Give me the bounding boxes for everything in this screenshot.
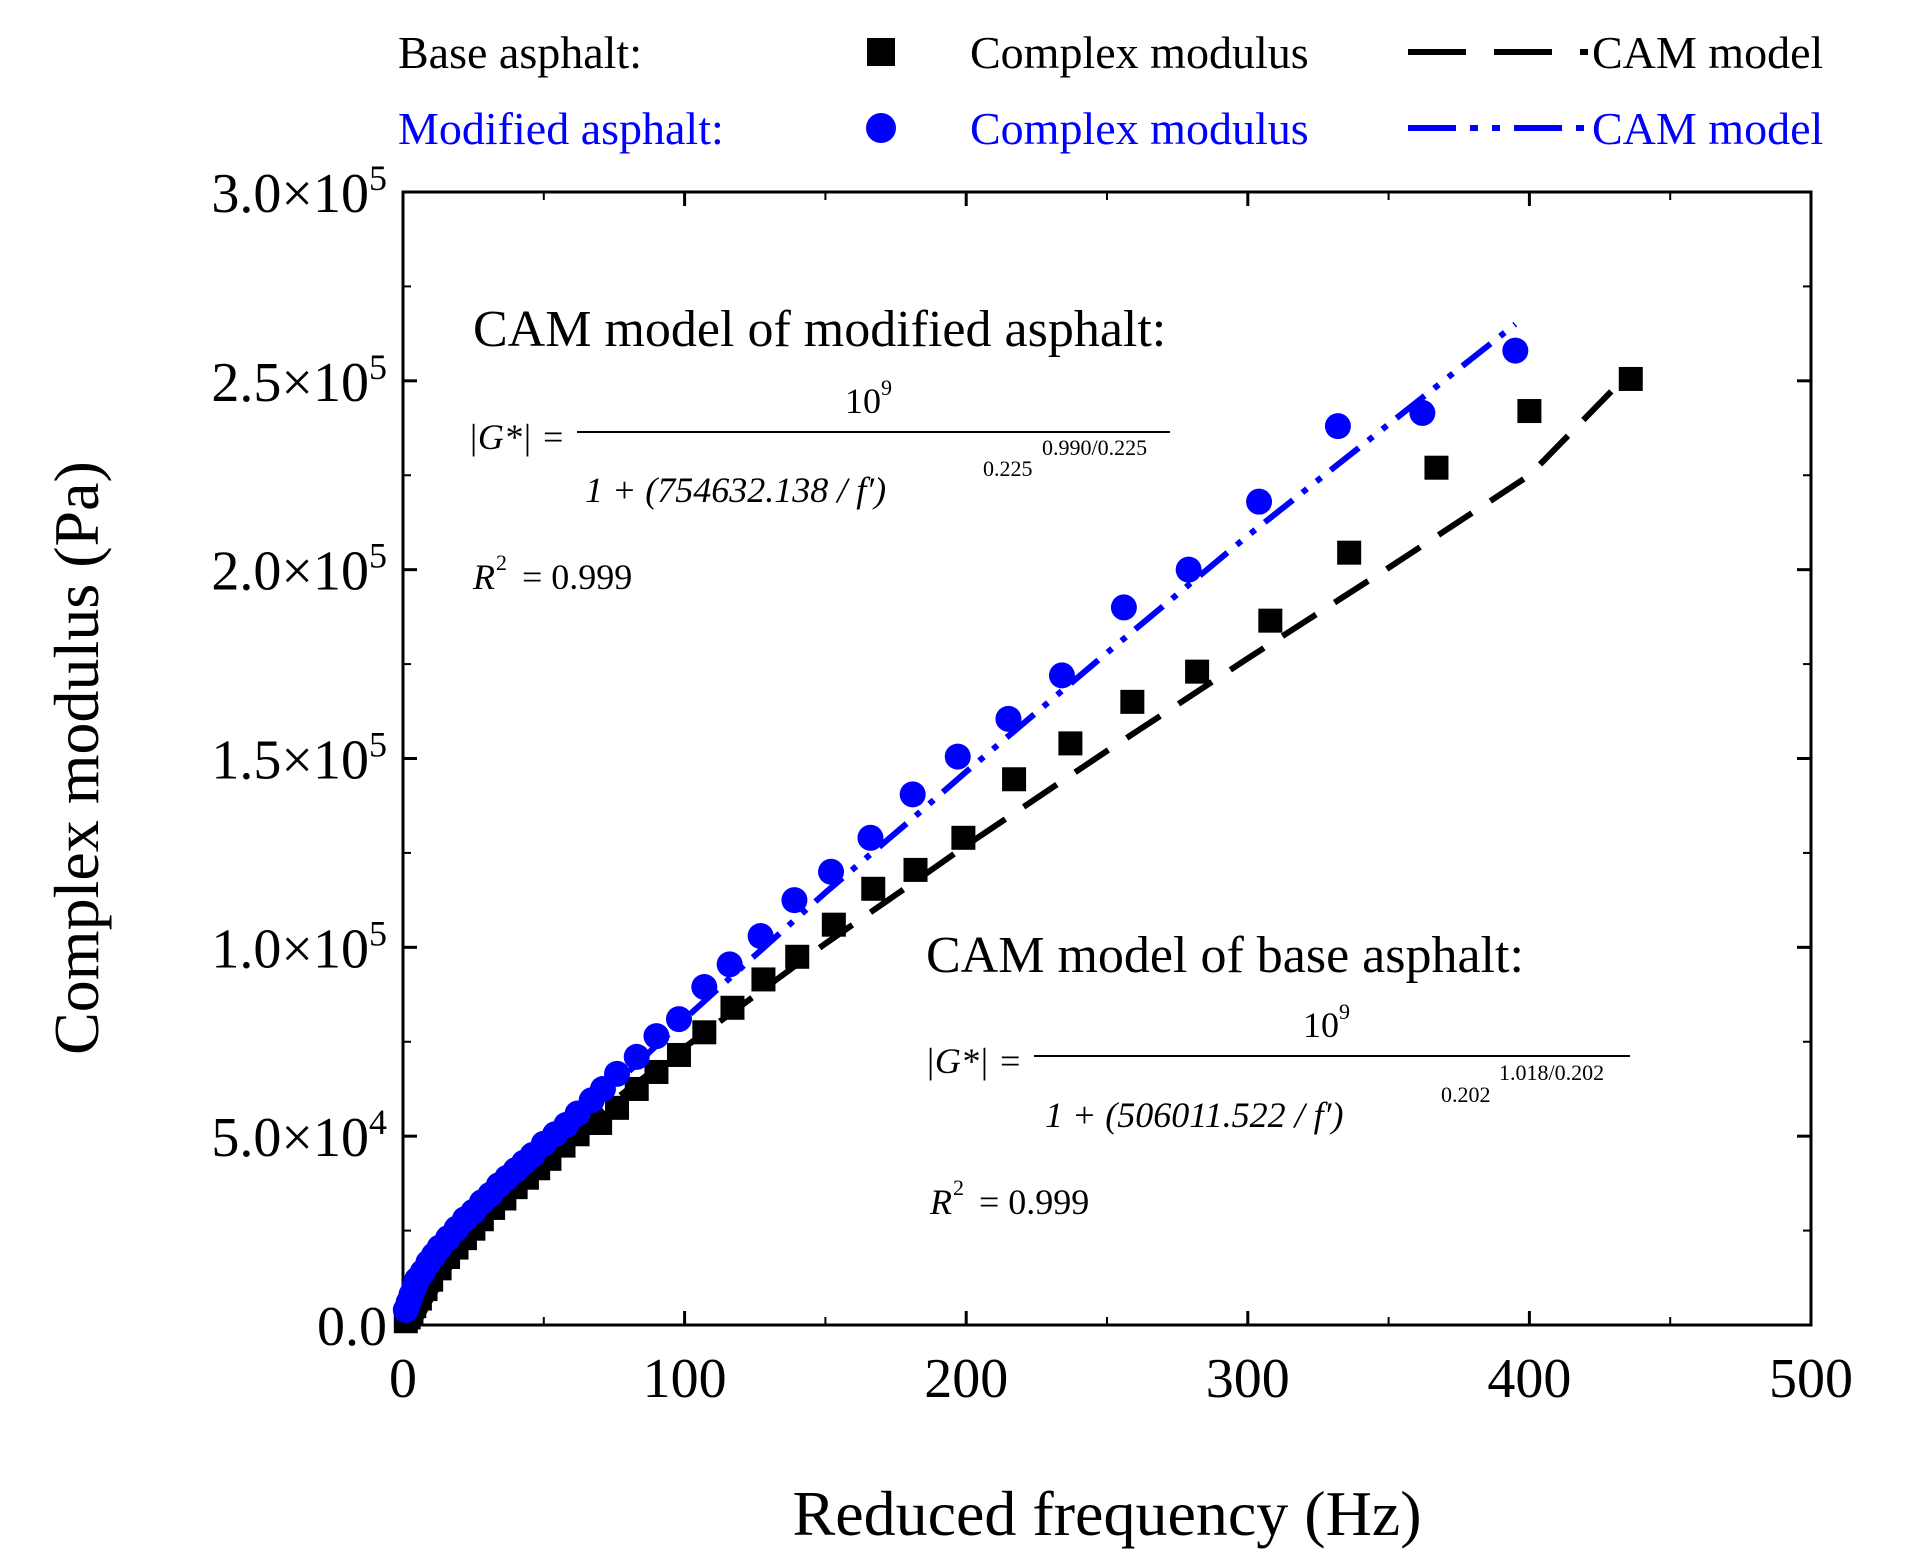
x-axis-title: Reduced frequency (Hz) xyxy=(793,1478,1422,1549)
y-tick-labels: 0.0 5.0×104 1.0×105 1.5×105 2.0×105 2.5×105 3.… xyxy=(211,158,387,1358)
annotation-base: CAM model of base asphalt: |G*| = 10 9 1… xyxy=(925,927,1630,1222)
annotation-base-r2-exp: 2 xyxy=(953,1175,964,1200)
tick-group xyxy=(401,190,1813,1327)
data-point-circle xyxy=(747,923,774,950)
annotation-modified-lhs: |G*| = xyxy=(468,417,565,457)
data-point-square xyxy=(1424,455,1449,480)
data-point-square xyxy=(861,876,886,901)
annotation-modified-denominator: 1 + (754632.138 / f′) xyxy=(585,470,886,510)
annotation-modified-title: CAM model of modified asphalt: xyxy=(473,301,1166,358)
data-point-circle xyxy=(857,824,884,851)
annotation-base-inner-exp: 0.202 xyxy=(1441,1082,1491,1107)
data-point-square xyxy=(1002,767,1027,792)
legend-base-square-marker xyxy=(867,38,895,66)
data-point-circle xyxy=(995,705,1022,732)
data-point-square xyxy=(821,912,846,937)
data-point-circle xyxy=(1324,413,1351,440)
data-point-square xyxy=(1120,689,1145,714)
data-point-circle xyxy=(1048,662,1075,689)
data-point-square xyxy=(1618,366,1643,391)
annotation-base-denominator: 1 + (506011.522 / f′) xyxy=(1045,1095,1343,1135)
annotation-base-numerator-exp: 9 xyxy=(1339,999,1350,1024)
data-point-square xyxy=(785,944,810,969)
annotation-base-lhs: |G*| = xyxy=(925,1041,1022,1081)
annotation-modified-inner-exp: 0.225 xyxy=(983,456,1033,481)
data-point-circle xyxy=(691,973,718,1000)
legend-modified-circle-marker xyxy=(866,113,896,143)
data-point-circle xyxy=(1502,337,1529,364)
data-point-circle xyxy=(716,951,743,978)
series-markers xyxy=(392,337,1643,1334)
data-point-square xyxy=(1258,608,1283,633)
data-point-square xyxy=(1517,399,1542,424)
data-point-square xyxy=(951,825,976,850)
annotation-modified: CAM model of modified asphalt: |G*| = 10… xyxy=(468,301,1170,597)
data-point-circle xyxy=(781,887,808,914)
data-point-circle xyxy=(665,1006,692,1033)
legend-base-label: Base asphalt: xyxy=(398,27,642,78)
legend-base-marker-label: Complex modulus xyxy=(970,27,1309,78)
y-tick-label: 3.0×105 xyxy=(211,158,387,225)
data-point-square xyxy=(1185,659,1210,684)
data-point-square xyxy=(751,967,776,992)
data-point-circle xyxy=(604,1060,631,1087)
annotation-base-r2-label: R xyxy=(929,1182,952,1222)
data-point-square xyxy=(1058,731,1083,756)
data-point-square xyxy=(903,857,928,882)
data-point-circle xyxy=(1409,399,1436,426)
y-tick-label: 2.0×105 xyxy=(211,536,387,603)
data-point-circle xyxy=(899,781,926,808)
data-point-circle xyxy=(1110,594,1137,621)
annotation-base-r2-value: = 0.999 xyxy=(979,1182,1089,1222)
annotation-modified-r2-label: R xyxy=(472,557,495,597)
y-tick-label: 1.0×105 xyxy=(211,913,387,980)
y-tick-label: 2.5×105 xyxy=(211,347,387,414)
y-tick-label: 1.5×105 xyxy=(211,725,387,792)
data-point-circle xyxy=(1175,556,1202,583)
annotation-modified-r2-value: = 0.999 xyxy=(522,557,632,597)
annotation-modified-outer-exp: 0.990/0.225 xyxy=(1042,435,1147,460)
x-tick-labels: 0 100 200 300 400 500 xyxy=(389,1348,1853,1410)
x-tick-label: 400 xyxy=(1487,1348,1571,1410)
data-point-square xyxy=(1337,540,1362,565)
x-tick-label: 100 xyxy=(643,1348,727,1410)
annotation-modified-r2-exp: 2 xyxy=(496,550,507,575)
y-tick-label: 5.0×104 xyxy=(211,1102,387,1169)
data-point-square xyxy=(720,995,745,1020)
data-point-square xyxy=(666,1042,691,1067)
y-tick-label: 0.0 xyxy=(317,1296,387,1358)
annotation-modified-numerator-exp: 9 xyxy=(881,375,892,400)
x-tick-label: 0 xyxy=(389,1348,417,1410)
y-axis-title: Complex modulus (Pa) xyxy=(41,461,112,1055)
data-point-circle xyxy=(623,1043,650,1070)
annotation-base-outer-exp: 1.018/0.202 xyxy=(1499,1060,1604,1085)
data-point-square xyxy=(644,1059,669,1084)
x-tick-label: 500 xyxy=(1769,1348,1853,1410)
annotation-modified-numerator: 10 xyxy=(845,381,881,421)
data-point-circle xyxy=(818,858,845,885)
legend-modified-label: Modified asphalt: xyxy=(398,103,724,154)
annotation-base-numerator: 10 xyxy=(1303,1005,1339,1045)
legend-base-model-label: CAM model xyxy=(1592,27,1823,78)
data-point-square xyxy=(692,1020,717,1045)
series-line-3 xyxy=(403,321,1518,1321)
data-point-circle xyxy=(643,1023,670,1050)
data-point-circle xyxy=(944,743,971,770)
legend-modified-marker-label: Complex modulus xyxy=(970,103,1309,154)
legend: Base asphalt: Complex modulus CAM model … xyxy=(398,27,1823,154)
x-tick-label: 200 xyxy=(924,1348,1008,1410)
annotation-base-title: CAM model of base asphalt: xyxy=(926,927,1524,984)
x-tick-label: 300 xyxy=(1206,1348,1290,1410)
data-point-circle xyxy=(1246,488,1273,515)
plot-frame xyxy=(401,190,1813,1327)
legend-modified-model-label: CAM model xyxy=(1592,103,1823,154)
